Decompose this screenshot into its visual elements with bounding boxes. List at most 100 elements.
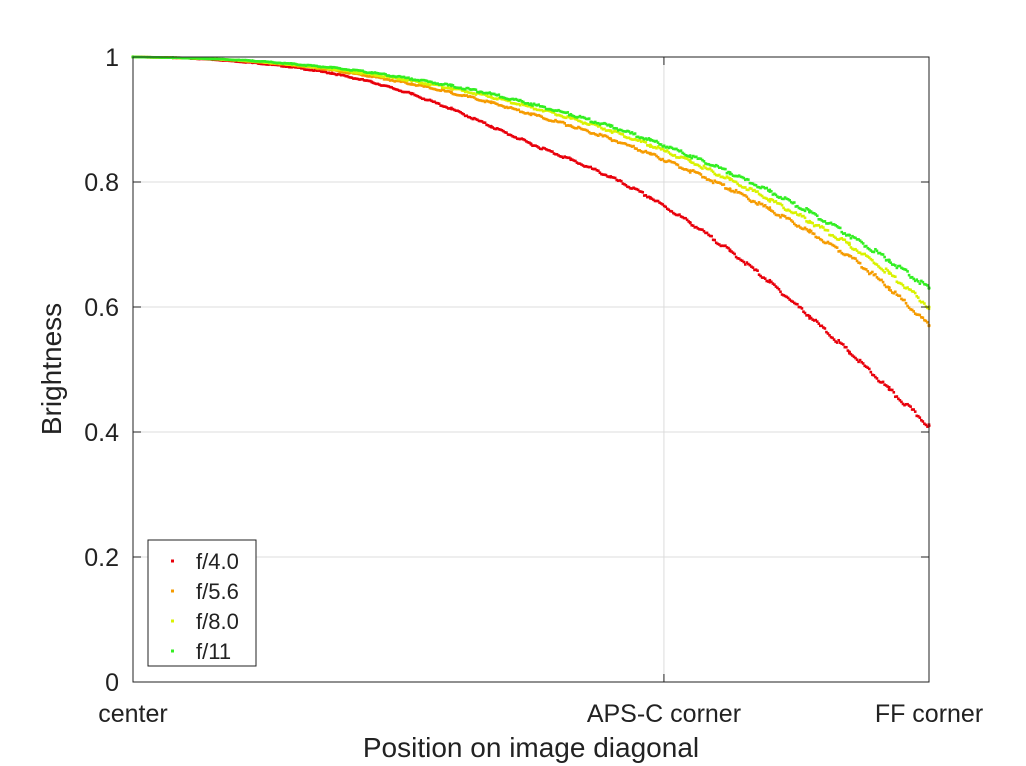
data-point	[682, 152, 686, 156]
data-point	[523, 102, 527, 105]
data-point	[463, 114, 467, 118]
data-point	[480, 99, 484, 103]
data-point	[748, 263, 752, 267]
data-point	[817, 223, 821, 227]
data-point	[223, 58, 227, 61]
data-point	[630, 131, 634, 134]
data-point	[206, 57, 210, 61]
data-point	[672, 161, 675, 164]
data-point	[895, 280, 899, 284]
data-point	[402, 90, 406, 94]
data-point	[551, 119, 554, 123]
data-point	[612, 130, 615, 133]
data-point	[835, 237, 839, 241]
data-point	[923, 318, 926, 322]
data-point	[422, 78, 426, 82]
data-point	[676, 163, 680, 167]
data-point	[486, 124, 490, 127]
data-point	[243, 58, 247, 62]
data-point	[456, 109, 459, 113]
data-point	[864, 254, 868, 257]
data-point	[443, 82, 447, 86]
data-point	[315, 66, 318, 69]
data-point	[785, 209, 788, 212]
data-point	[428, 83, 432, 87]
data-point	[537, 146, 540, 149]
data-point	[800, 307, 804, 310]
data-point	[736, 182, 739, 186]
data-point	[512, 107, 516, 111]
data-point	[782, 293, 785, 297]
data-point	[835, 341, 839, 344]
data-point	[791, 300, 795, 303]
data-point	[730, 172, 733, 176]
data-point	[691, 224, 695, 227]
data-point	[800, 214, 804, 218]
data-point	[916, 296, 920, 299]
data-point	[477, 98, 481, 102]
data-point	[742, 260, 746, 264]
data-point	[863, 245, 867, 248]
data-point	[526, 104, 530, 108]
data-point	[427, 85, 430, 89]
data-point	[264, 63, 268, 66]
data-point	[658, 146, 661, 150]
data-point	[766, 207, 770, 210]
data-point	[685, 218, 689, 222]
data-point	[555, 113, 559, 117]
data-point-sample	[529, 112, 533, 116]
data-point	[665, 207, 669, 211]
data-point	[293, 62, 297, 66]
data-point	[903, 298, 906, 302]
data-point	[696, 163, 700, 167]
data-point	[740, 185, 744, 189]
y-tick-label: 0.4	[84, 419, 119, 447]
data-point	[806, 220, 810, 224]
data-point	[439, 104, 442, 107]
data-point	[523, 138, 527, 142]
data-point	[884, 384, 888, 387]
data-point	[578, 119, 582, 123]
data-point	[532, 112, 536, 116]
data-point	[511, 97, 514, 101]
data-point	[797, 224, 801, 228]
data-point	[699, 166, 703, 169]
data-point	[782, 197, 785, 201]
data-point	[543, 117, 547, 121]
data-point	[913, 410, 917, 413]
data-point	[612, 176, 615, 179]
data-point	[678, 149, 681, 153]
data-point	[792, 301, 796, 305]
data-point	[468, 88, 472, 91]
data-point	[734, 255, 738, 259]
data-point	[323, 68, 326, 71]
data-point	[627, 143, 631, 147]
data-point	[904, 301, 908, 305]
data-point	[682, 216, 686, 220]
data-point-sample	[609, 124, 613, 128]
data-point	[721, 175, 724, 179]
data-point	[549, 150, 553, 153]
data-point	[632, 138, 635, 141]
data-point	[503, 106, 507, 109]
data-point	[361, 74, 364, 77]
data-point	[297, 63, 300, 67]
data-point	[278, 61, 282, 65]
data-point	[303, 65, 306, 69]
data-point	[690, 156, 694, 160]
data-point	[238, 58, 242, 62]
data-point	[552, 109, 556, 113]
data-point	[868, 367, 871, 371]
data-series	[131, 55, 931, 428]
data-point	[714, 173, 718, 177]
data-point	[921, 300, 925, 304]
data-point	[633, 147, 637, 150]
data-point	[459, 94, 462, 97]
data-point	[561, 120, 565, 124]
data-point	[639, 140, 643, 144]
data-point	[760, 194, 764, 198]
data-point	[719, 182, 723, 185]
data-point	[309, 63, 312, 67]
data-point	[626, 129, 629, 133]
data-point	[861, 252, 865, 256]
